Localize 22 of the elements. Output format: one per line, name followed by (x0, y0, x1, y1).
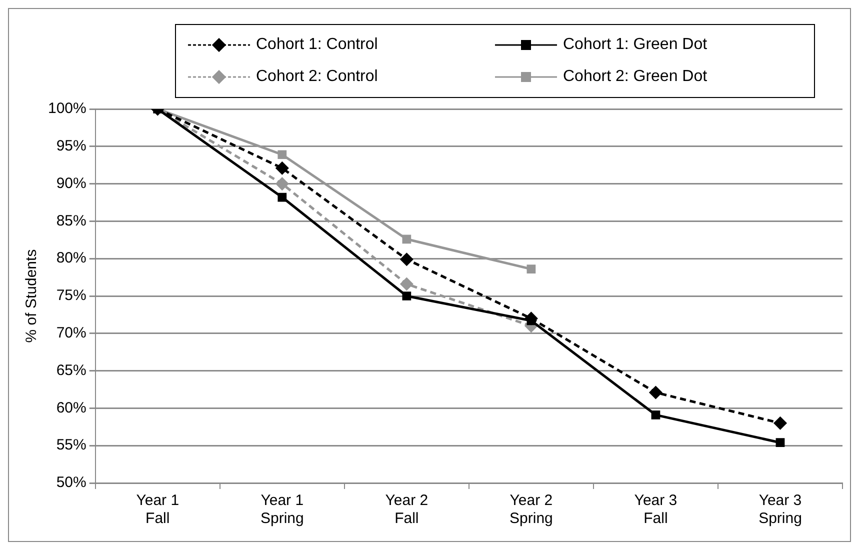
x-tick-label: Year 1 Fall (136, 492, 180, 528)
y-tick-label: 50% (56, 474, 86, 492)
y-tick-label: 80% (56, 250, 86, 267)
x-tick-label: Year 3 Fall (634, 492, 678, 528)
y-axis-title: % of Students (23, 249, 40, 343)
y-tick-label: 95% (56, 138, 86, 155)
x-tick-label: Year 1 Spring (260, 492, 304, 528)
legend-label: Cohort 2: Control (256, 68, 378, 86)
y-tick-label: 100% (48, 100, 86, 118)
y-tick-label: 85% (56, 212, 86, 230)
legend-label: Cohort 1: Green Dot (563, 36, 708, 54)
y-tick-label: 70% (56, 324, 86, 342)
legend-label: Cohort 2: Green Dot (563, 68, 708, 86)
x-tick-label: Year 3 Spring (758, 492, 802, 528)
y-tick-label: 55% (56, 436, 86, 454)
x-tick-label: Year 2 Spring (510, 492, 553, 528)
y-tick-label: 60% (56, 399, 86, 416)
legend-label: Cohort 1: Control (256, 36, 378, 54)
y-tick-label: 90% (56, 174, 86, 192)
y-tick-label: 65% (56, 362, 86, 379)
x-tick-label: Year 2 Fall (385, 492, 428, 528)
y-tick-label: 75% (56, 287, 86, 304)
